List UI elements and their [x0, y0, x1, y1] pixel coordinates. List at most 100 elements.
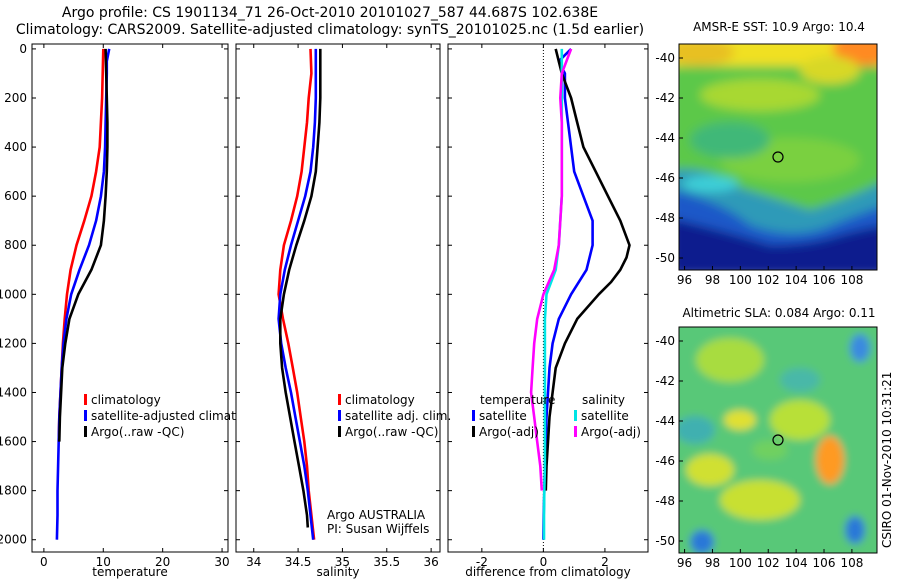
map-x-tick-label: 96	[677, 273, 692, 287]
map-y-tick-label: -50	[655, 534, 675, 548]
x-tick-label: 36	[423, 555, 438, 569]
legend-swatch	[338, 426, 341, 437]
x-tick-label: 0	[40, 555, 48, 569]
difference-axis-label: difference from climatology	[465, 565, 631, 579]
legend-label: Argo(..raw -QC)	[345, 425, 439, 439]
series-line-temperature-satellite	[542, 47, 594, 540]
map-x-tick-label: 106	[813, 556, 836, 570]
legend-swatch	[472, 426, 475, 437]
float-position-marker	[772, 434, 784, 446]
credit-line1: Argo AUSTRALIA	[327, 508, 426, 522]
legend-label: climatology	[345, 393, 415, 407]
y-tick-label: 400	[4, 140, 27, 154]
y-tick-label: 600	[4, 189, 27, 203]
profile-panels: 0 10 20 30020040060080010001200140016001800…	[0, 42, 649, 569]
temperature-axis-label: temperature	[92, 565, 168, 579]
map-x-tick-label: 98	[705, 273, 720, 287]
map-y-tick-label: -48	[655, 494, 675, 508]
y-tick-label: 200	[4, 91, 27, 105]
figure-title-line2: Climatology: CARS2009. Satellite-adjuste…	[15, 22, 645, 38]
sla-map	[679, 327, 877, 553]
x-tick-label: 10	[96, 555, 111, 569]
legend-header-salinity: salinity	[582, 393, 626, 407]
legend-header-temperature: temperature	[480, 393, 556, 407]
y-tick-label: 1800	[0, 484, 27, 498]
map-y-tick-label: -40	[655, 334, 675, 348]
map-y-tick-label: -46	[655, 454, 675, 468]
map-y-tick-label: -44	[655, 414, 675, 428]
temperature-legend: climatology satellite-adjusted climatolo…	[84, 392, 236, 440]
plot-frame	[235, 43, 441, 553]
plot-frame	[31, 43, 229, 553]
difference-legend-salinity: salinity satellite Argo(-adj)	[574, 392, 641, 440]
map-x-tick-label: 108	[840, 273, 863, 287]
map-x-tick-label: 102	[757, 556, 780, 570]
sst-map	[679, 44, 877, 270]
legend-label: satellite adj. clim.	[345, 409, 452, 423]
map-x-tick-label: 100	[729, 556, 752, 570]
legend-item-satellite: satellite-adjusted climatology	[84, 408, 236, 424]
series-line-argo-raw-qc-	[278, 48, 322, 528]
map-x-tick-label: 100	[729, 273, 752, 287]
legend-label: Argo(-adj)	[479, 425, 539, 439]
y-tick-label: 0	[19, 42, 27, 56]
figure-title-line1: Argo profile: CS 1901134_71 26-Oct-2010 …	[61, 5, 599, 21]
legend-label: Argo(-adj)	[581, 425, 641, 439]
map-y-tick-label: -46	[655, 171, 675, 185]
salinity-axis-label: salinity	[316, 565, 360, 579]
y-tick-label: 1400	[0, 385, 27, 399]
salinity-panel: 34 34.5 35 35.5 36	[235, 43, 441, 569]
x-tick-label: -2	[476, 555, 488, 569]
legend-swatch	[574, 410, 577, 421]
legend-item-temp-satellite: satellite	[472, 408, 555, 424]
credit-line2: PI: Susan Wijffels	[327, 522, 430, 536]
map-x-tick-label: 98	[705, 556, 720, 570]
legend-item-sal-satellite: satellite	[574, 408, 641, 424]
map-x-tick-label: 102	[757, 273, 780, 287]
legend-label: Argo(..raw -QC)	[91, 425, 185, 439]
legend-label: satellite-adjusted climatology	[91, 409, 236, 423]
legend-item-argo: Argo(..raw -QC)	[338, 424, 451, 440]
legend-swatch	[338, 410, 341, 421]
legend-label: satellite	[479, 409, 527, 423]
x-tick-label: 2	[601, 555, 609, 569]
x-tick-label: 34.5	[285, 555, 312, 569]
y-tick-label: 1200	[0, 336, 27, 350]
map-x-tick-label: 96	[677, 556, 692, 570]
y-tick-label: 1600	[0, 435, 27, 449]
difference-panel: -2 0 2	[447, 43, 649, 569]
x-tick-label: 34	[246, 555, 261, 569]
legend-item-satellite: satellite adj. clim.	[338, 408, 451, 424]
series-line-argo-raw-qc-	[58, 48, 109, 442]
legend-item-climatology: climatology	[84, 392, 236, 408]
map-y-tick-label: -42	[655, 374, 675, 388]
salinity-legend: climatology satellite adj. clim. Argo(..…	[338, 392, 451, 440]
series-line-satellite-adj-clim-	[277, 48, 318, 540]
legend-swatch	[84, 394, 87, 405]
legend-swatch	[84, 410, 87, 421]
map-x-tick-label: 106	[813, 273, 836, 287]
map-y-tick-label: -50	[655, 251, 675, 265]
map-y-tick-label: -44	[655, 131, 675, 145]
y-tick-label: 800	[4, 238, 27, 252]
temperature-panel: 0 10 20 30 0 200 400 600 800 1000 1200 1400 1600 1800…	[0, 42, 230, 569]
difference-legend-temperature: temperature satellite Argo(-adj)	[472, 392, 556, 440]
legend-item-sal-argo: Argo(-adj)	[574, 424, 641, 440]
legend-swatch	[338, 394, 341, 405]
map-x-tick-label: 104	[785, 556, 808, 570]
y-tick-label: 1000	[0, 287, 27, 301]
map-y-tick-label: -42	[655, 91, 675, 105]
legend-label: satellite	[581, 409, 629, 423]
y-tick-label: 2000	[0, 533, 27, 547]
series-line-salinity-argo-adj-	[529, 48, 573, 491]
legend-swatch	[574, 426, 577, 437]
x-tick-label: 35.5	[373, 555, 400, 569]
plot-frame	[447, 43, 649, 553]
sst-map-title: AMSR-E SST: 10.9 Argo: 10.4	[693, 20, 865, 34]
series-line-climatology	[277, 48, 316, 540]
legend-swatch	[84, 426, 87, 437]
map-y-tick-label: -48	[655, 211, 675, 225]
x-tick-label: 30	[214, 555, 229, 569]
